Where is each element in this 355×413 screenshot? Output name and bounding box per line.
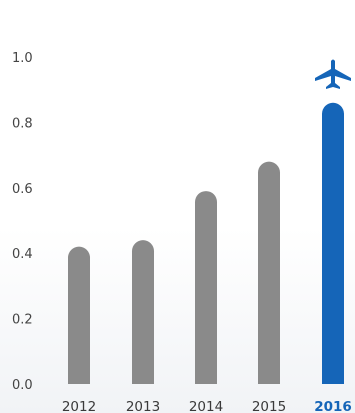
bar-base-2013: [132, 373, 154, 384]
x-axis: 2012 2013 2014 2015 2016: [62, 399, 352, 413]
airplane-icon: [315, 59, 351, 89]
bar-2015: [258, 161, 280, 384]
y-tick-label: 0.4: [12, 247, 33, 262]
bar-base-2014: [195, 373, 217, 384]
bar-base-2012: [68, 373, 90, 384]
x-tick-label-2015: 2015: [252, 399, 286, 413]
bar-2016: [322, 102, 344, 384]
x-tick-label-2016: 2016: [314, 399, 352, 413]
bar-base-2016: [322, 373, 344, 384]
bar-base-2015: [258, 373, 280, 384]
bar-2014: [195, 191, 217, 384]
x-tick-label-2013: 2013: [126, 399, 160, 413]
y-axis: 0.0 0.2 0.4 0.6 0.8 1.0: [12, 51, 33, 393]
bars: [68, 102, 344, 384]
y-tick-label: 1.0: [12, 51, 33, 66]
x-tick-label-2012: 2012: [62, 399, 96, 413]
y-tick-label: 0.2: [12, 313, 33, 328]
y-tick-label: 0.8: [12, 116, 33, 131]
y-tick-label: 0.6: [12, 182, 33, 197]
x-tick-label-2014: 2014: [189, 399, 223, 413]
bar-2012: [68, 246, 90, 384]
y-tick-label: 0.0: [12, 378, 33, 393]
bar-2013: [132, 240, 154, 384]
